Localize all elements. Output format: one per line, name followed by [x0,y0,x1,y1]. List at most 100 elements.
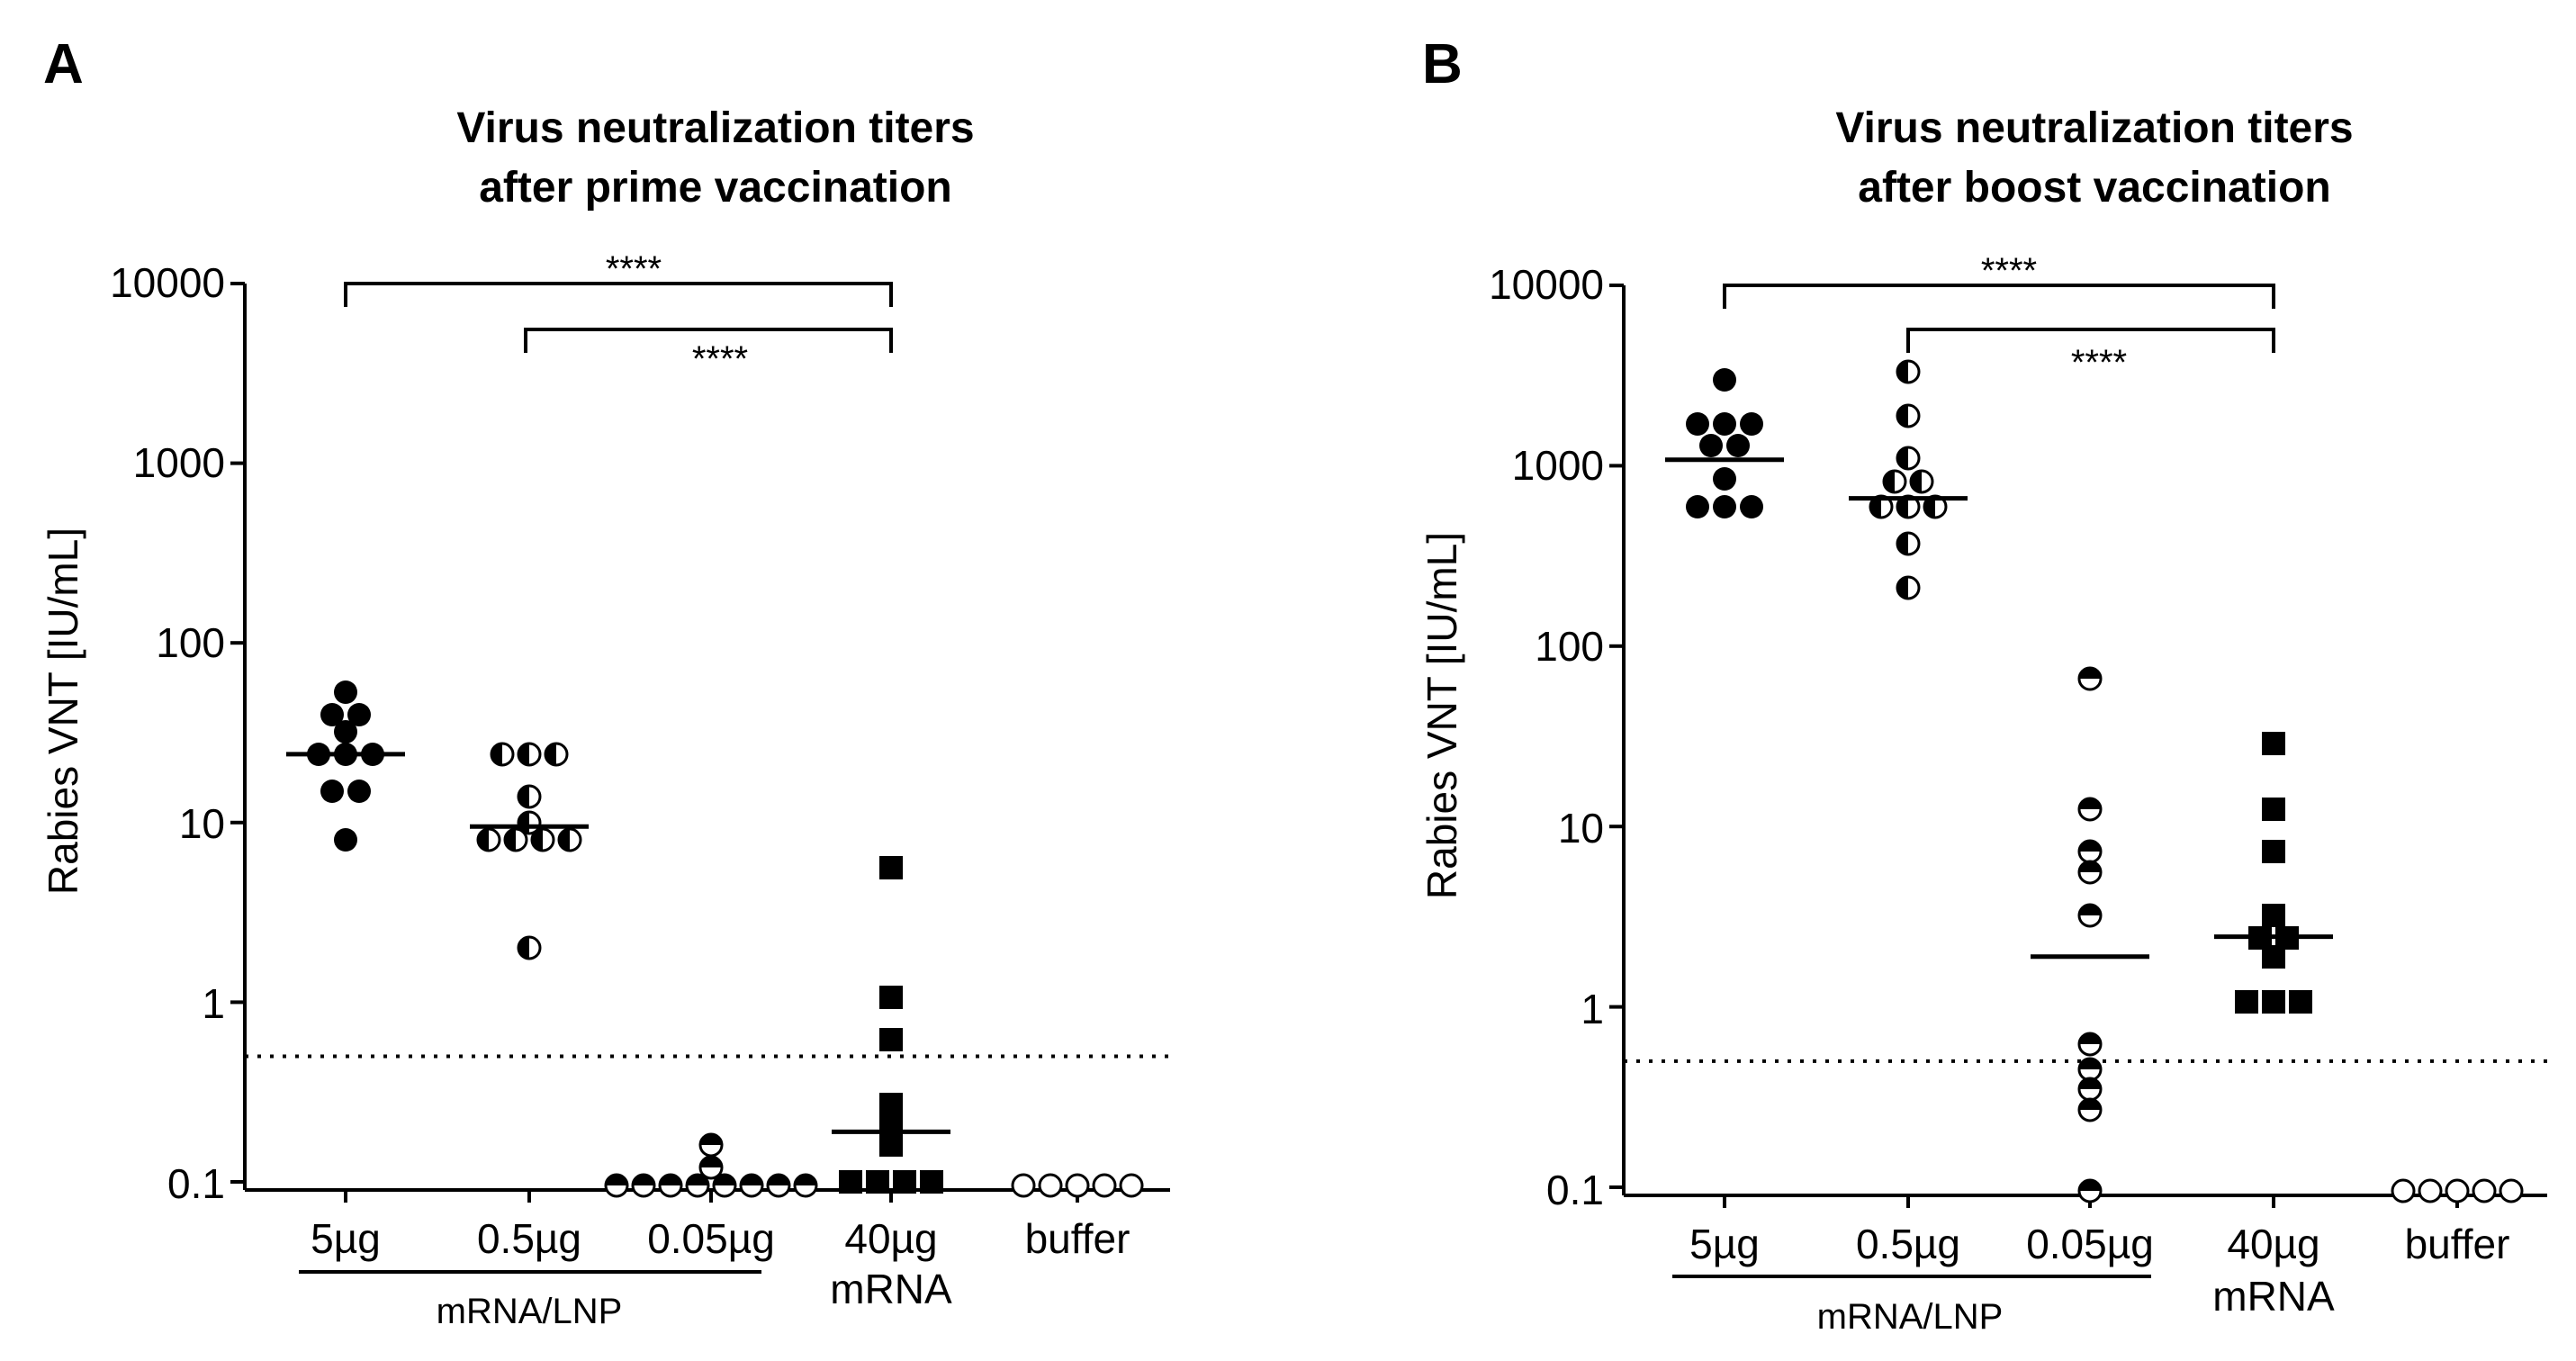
data-point-half-fill [532,829,543,851]
data-point-half-fill [518,937,529,959]
data-point-open-circle [1119,1173,1144,1198]
data-point-filled-circle [1726,434,1750,457]
y-tick-label: 10 [1558,805,1604,852]
data-point-filled-square [2235,990,2258,1014]
y-tick-label: 1000 [133,439,225,486]
data-point-half-fill [795,1175,816,1185]
data-point-filled-circle [1740,495,1763,518]
y-tick-label: 100 [1535,623,1604,670]
data-point-half-fill [559,829,570,851]
data-point-half-fill [2079,1033,2101,1044]
y-tick-label: 1000 [1512,442,1604,489]
y-tick-label: 10 [179,800,225,847]
data-point-half-fill [2079,798,2101,809]
data-point-filled-square [2289,990,2312,1014]
data-point-half-fill [491,744,502,765]
significance-bracket [344,282,893,307]
y-tick-label: 0.1 [1546,1167,1604,1213]
x-tick-sublabel: mRNA [830,1266,952,1312]
x-tick-label: buffer [2405,1221,2510,1267]
plot-area [1609,284,2547,1208]
data-point-open-circle [2472,1178,2497,1203]
data-point-half-fill [2079,1078,2101,1089]
x-tick-sublabel: mRNA [2212,1273,2335,1320]
data-point-half-fill [518,786,529,807]
data-point-open-circle [2445,1178,2470,1203]
data-point-filled-circle [320,780,344,803]
data-point-half-fill [1870,496,1881,518]
data-point-filled-square [2262,904,2285,927]
data-point-half-fill [2079,841,2101,852]
data-point-half-fill [2079,1059,2101,1069]
y-tick-label: 1 [202,980,225,1027]
data-point-open-circle [1011,1173,1036,1198]
x-tick-label: 0.5µg [1856,1221,1960,1267]
data-point-filled-square [866,1170,889,1194]
group-label: mRNA/LNP [1817,1297,2004,1337]
data-point-half-fill [1911,471,1922,492]
data-point-half-fill [2079,668,2101,679]
data-point-open-circle [2499,1178,2524,1203]
x-tick-label: 40µg [844,1215,937,1262]
data-point-filled-square [920,1170,943,1194]
chart-title-line2: after prime vaccination [479,164,952,212]
data-point-half-fill [633,1175,654,1185]
data-point-half-fill [1884,471,1895,492]
data-point-filled-circle [1713,368,1736,392]
data-point-open-circle [2391,1178,2416,1203]
data-point-half-fill [1897,405,1908,427]
y-axis-label: Rabies VNT [IU/mL] [1419,532,1465,899]
x-tick-label: 5µg [311,1215,381,1262]
y-tick-label: 10000 [110,259,225,306]
data-point-half-fill [2079,861,2101,872]
significance-label: **** [2071,343,2127,383]
data-point-filled-circle [1713,412,1736,436]
data-point-half-fill [1897,361,1908,383]
data-point-filled-square [2262,990,2285,1014]
data-point-half-fill [741,1175,762,1185]
y-tick-label: 0.1 [167,1160,225,1207]
x-tick-label: 40µg [2227,1221,2319,1267]
data-point-filled-circle [320,703,344,726]
data-point-half-fill [505,829,516,851]
data-point-half-fill [478,829,489,851]
data-point-filled-circle [334,720,357,744]
chart-title-line2: after boost vaccination [1858,164,2330,212]
data-point-half-fill [768,1175,789,1185]
data-point-filled-square [879,856,903,879]
y-tick-label: 10000 [1489,261,1604,308]
panel-a: A Virus neutralization titers after prim… [40,33,1170,1331]
data-point-open-circle [1065,1173,1090,1198]
x-tick-label: buffer [1025,1215,1130,1262]
data-point-half-fill [1897,577,1908,599]
data-point-filled-circle [347,703,371,726]
group-label: mRNA/LNP [437,1292,623,1331]
chart-title-line1: Virus neutralization titers [456,104,974,152]
data-point-filled-circle [1699,434,1723,457]
significance-bracket [1906,328,2275,353]
data-point-half-fill [660,1175,681,1185]
data-point-filled-square [879,1093,903,1116]
data-point-open-circle [2418,1178,2443,1203]
y-tick-label: 100 [156,619,225,666]
data-point-filled-circle [347,780,371,803]
data-point-open-circle [1038,1173,1063,1198]
x-tick-label: 0.05µg [2026,1221,2154,1267]
data-point-half-fill [687,1175,708,1185]
data-point-half-fill [714,1175,735,1185]
significance-bracket [1723,284,2275,309]
data-point-half-fill [1924,496,1935,518]
data-point-half-fill [1897,447,1908,469]
panel-letter: A [43,33,84,95]
significance-label: **** [692,339,748,379]
data-point-half-fill [700,1134,722,1145]
data-point-half-fill [518,744,529,765]
significance-bracket [524,328,893,353]
data-point-half-fill [606,1175,627,1185]
panel-letter: B [1422,33,1463,95]
data-point-filled-square [879,1028,903,1051]
data-point-filled-circle [334,828,357,852]
data-point-filled-circle [1713,495,1736,518]
data-point-filled-square [2262,945,2285,969]
